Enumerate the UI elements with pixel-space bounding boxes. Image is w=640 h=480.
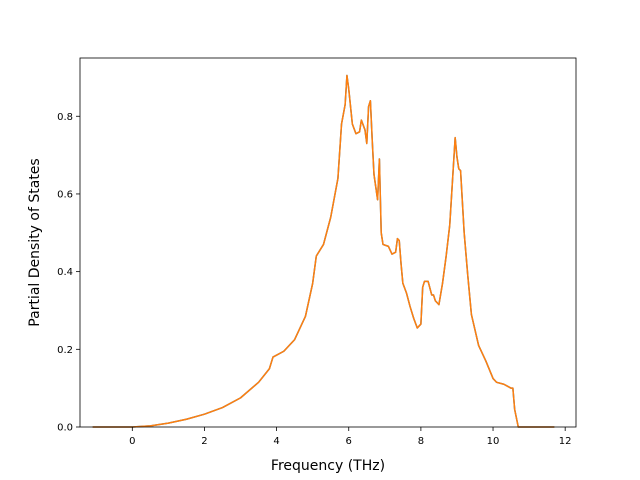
x-tick-label: 8 (418, 436, 424, 447)
x-axis-title: Frequency (THz) (271, 458, 385, 474)
y-tick-label: 0.4 (57, 267, 73, 278)
plot-frame (79, 57, 577, 428)
plot-area (80, 58, 576, 427)
x-tick-label: 2 (201, 436, 207, 447)
x-tick-label: 6 (346, 436, 352, 447)
series-layer (92, 74, 555, 428)
series-line-2 (92, 74, 555, 428)
y-tick-label: 0.6 (57, 189, 73, 200)
y-tick-label: 0.0 (57, 423, 73, 434)
y-axis-ticks: 0.0 0.2 0.4 0.6 0.8 (57, 112, 80, 434)
x-tick-label: 10 (487, 436, 500, 447)
y-tick-label: 0.2 (57, 345, 73, 356)
x-axis-ticks: 0 2 4 6 8 10 12 (129, 427, 572, 447)
x-tick-label: 4 (273, 436, 279, 447)
x-tick-label: 0 (129, 436, 135, 447)
y-axis-title: Partial Density of States (27, 158, 43, 326)
x-tick-label: 12 (559, 436, 572, 447)
y-tick-label: 0.8 (57, 112, 73, 123)
